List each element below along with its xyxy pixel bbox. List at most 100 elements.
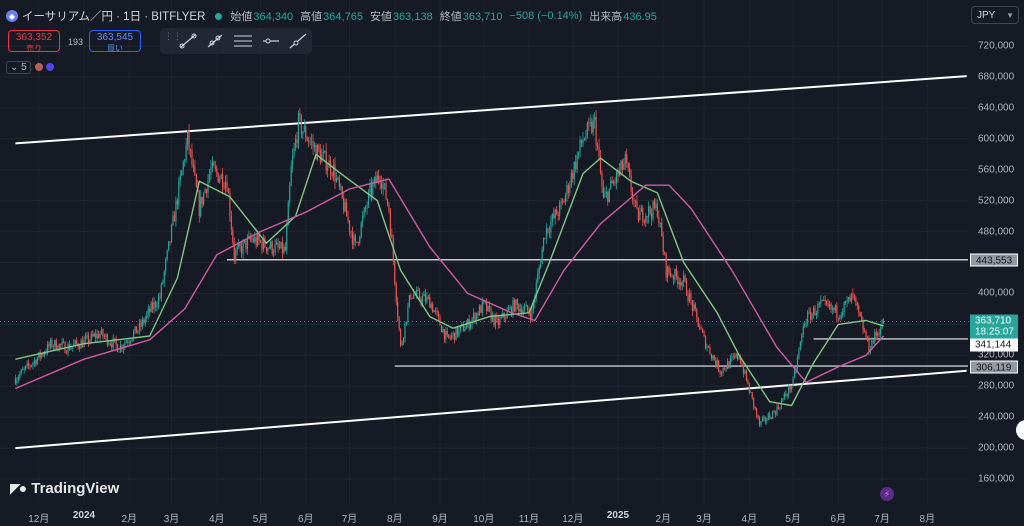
candle-body (329, 160, 332, 175)
candle-body (205, 189, 208, 193)
candle-body (802, 326, 804, 334)
time-tick-label: 6月 (297, 514, 314, 525)
candle-body (693, 304, 695, 311)
candle-body (769, 414, 771, 419)
candle-body (706, 346, 708, 349)
candle-body (354, 235, 356, 242)
candle-body (19, 373, 21, 378)
candle-body (166, 250, 168, 260)
candle-body (389, 210, 391, 235)
candle-body (401, 342, 403, 346)
candle-body (327, 167, 329, 171)
candle-body (677, 276, 679, 285)
candle-body (583, 139, 586, 141)
candle-body (462, 324, 464, 332)
candle-body (738, 357, 740, 359)
ray-icon[interactable] (202, 30, 230, 52)
candle-body (531, 309, 533, 319)
candle-body (79, 347, 81, 349)
candle-body (332, 164, 335, 177)
time-tick-label: 3月 (163, 514, 180, 525)
candle-body (442, 329, 444, 333)
candle-body (289, 185, 291, 203)
buy-button[interactable]: 363,545 買い (89, 30, 141, 53)
candle-body (575, 161, 577, 170)
candle-body (258, 234, 260, 241)
candle-body (783, 393, 785, 399)
trend-line-icon[interactable] (174, 30, 202, 52)
price-tick-label: 320,000 (978, 349, 1015, 361)
alert-icon[interactable] (34, 63, 43, 71)
candle-body (308, 140, 310, 142)
candle-body (699, 326, 701, 329)
candle-body (636, 201, 638, 209)
candle-body (573, 161, 575, 179)
candle-body (845, 301, 847, 303)
candle-body (375, 177, 377, 183)
candle-body (128, 342, 130, 343)
candle-body (213, 161, 215, 166)
candle-body (168, 241, 170, 251)
bolt-icon[interactable]: ⚡ (880, 487, 894, 501)
candle-body (464, 329, 466, 332)
trend-channel (15, 75, 967, 450)
candle-body (73, 343, 75, 346)
candle-body (246, 238, 249, 250)
candle-body (386, 199, 389, 205)
candle-body (624, 154, 626, 164)
level-tag-341144: 341,144 (970, 338, 1018, 352)
candle-body (223, 187, 225, 189)
candle-body (25, 365, 27, 369)
candle-body (522, 310, 524, 315)
time-tick-label: 5月 (785, 514, 801, 525)
tradingview-logo[interactable]: ◤● TradingView (10, 480, 119, 497)
sell-button[interactable]: 363,352 売り (8, 30, 60, 53)
candle-body (453, 332, 456, 341)
candle-body (572, 172, 574, 179)
horizontal-line-icon[interactable] (257, 30, 285, 52)
candle-body (286, 225, 288, 251)
candle-body (255, 237, 257, 246)
candle-body (499, 318, 501, 325)
candle-body (744, 370, 746, 374)
candle-body (39, 352, 41, 358)
candle-body (89, 340, 91, 343)
candle-body (394, 261, 396, 284)
candle-body (761, 418, 764, 422)
sync-icon[interactable] (45, 63, 54, 71)
candle-body (138, 322, 141, 331)
candle-body (115, 339, 117, 345)
candle-body (830, 303, 832, 310)
candle-body (443, 329, 445, 340)
scroll-button[interactable] (1016, 420, 1024, 440)
candle-body (211, 161, 213, 168)
candle-body (807, 312, 809, 324)
candle-body (595, 117, 597, 146)
symbol-title[interactable]: イーサリアム／円 · 1日 · BITFLYER (22, 11, 206, 23)
currency-select[interactable]: JPY ▼ (971, 6, 1019, 24)
interval-button[interactable]: ⌄ 5 (6, 60, 31, 74)
candle-body (472, 313, 475, 319)
extended-line-icon[interactable] (284, 30, 312, 52)
ohlc-close: 終値363,710 (439, 11, 503, 23)
candle-body (106, 334, 108, 345)
candle-body (381, 182, 383, 189)
candle-body (852, 293, 854, 295)
candle-body (467, 319, 469, 325)
candle-body (274, 244, 276, 253)
channel-upper-line[interactable] (15, 75, 967, 145)
channel-lower-line[interactable] (15, 369, 967, 450)
candle-body (65, 352, 68, 354)
candle-body (235, 250, 237, 259)
parallel-channel-icon[interactable] (229, 30, 257, 52)
candle-body (429, 296, 431, 308)
candle-body (160, 283, 162, 299)
candle-body (17, 377, 19, 381)
candle-body (704, 336, 707, 349)
drag-handle-icon[interactable]: ⋮⋮ (164, 31, 182, 41)
candle-body (475, 313, 478, 322)
candle-body (709, 346, 711, 354)
candle-body (99, 333, 101, 339)
candle-body (563, 201, 565, 203)
